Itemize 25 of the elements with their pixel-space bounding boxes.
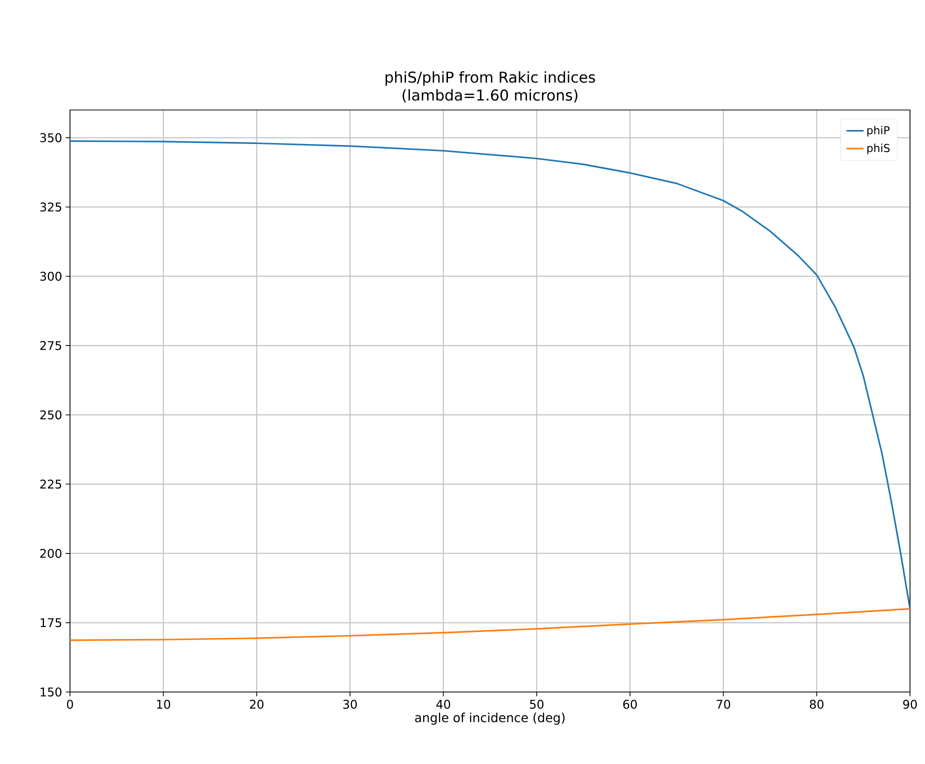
y-tick-label: 250 xyxy=(40,410,62,420)
y-tick-label: 350 xyxy=(40,133,62,142)
legend-label: phiP xyxy=(867,126,890,137)
x-tick-label: 40 xyxy=(436,700,450,709)
y-tick-label: 300 xyxy=(40,272,62,281)
y-tick-label: 275 xyxy=(40,341,62,350)
x-tick-label: 50 xyxy=(530,700,544,709)
y-tick-label: 150 xyxy=(40,687,62,697)
x-tick-label: 90 xyxy=(903,700,917,709)
x-tick-label: 70 xyxy=(716,700,730,709)
line-series xyxy=(70,140,910,610)
y-tick-label: 225 xyxy=(40,480,62,489)
x-tick-label: 20 xyxy=(250,700,264,709)
y-tick-label: 200 xyxy=(40,548,62,558)
y-tick-label: 325 xyxy=(40,202,62,212)
x-tick-label: 30 xyxy=(343,700,357,709)
chart-title: phiS/phiP from Rakic indices (lambda=1.60 microns) xyxy=(386,71,596,102)
y-tick-label: 175 xyxy=(40,618,62,628)
x-tick-label: 80 xyxy=(810,700,824,709)
x-axis-title: angle of incidence (deg) xyxy=(415,712,565,725)
line-series xyxy=(70,608,910,641)
x-tick-label: 10 xyxy=(157,700,170,709)
x-tick-label: 0 xyxy=(66,700,74,709)
legend-label: phiS xyxy=(867,144,890,154)
x-tick-label: 60 xyxy=(623,700,637,709)
